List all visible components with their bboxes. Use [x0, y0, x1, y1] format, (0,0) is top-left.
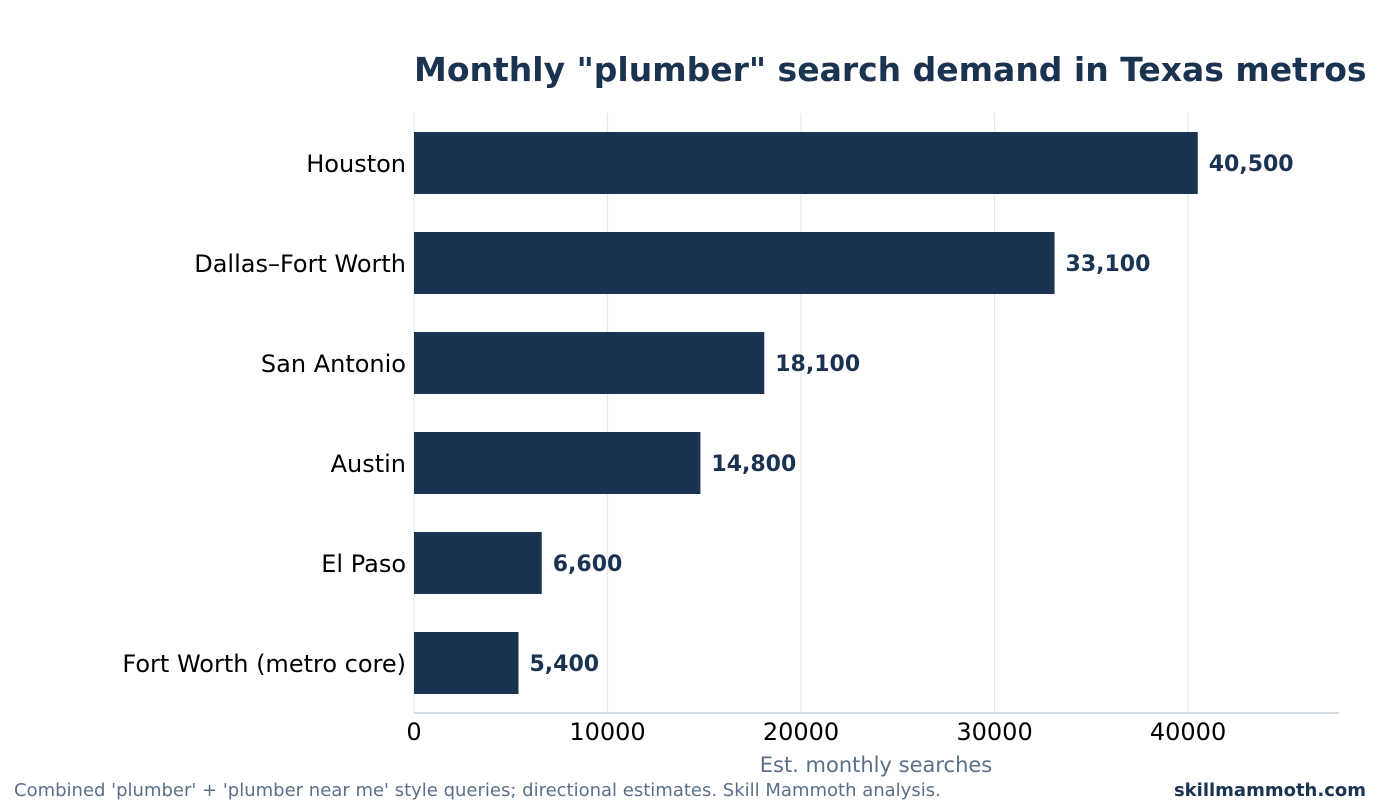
- category-label: Austin: [331, 450, 406, 478]
- bar-value-label: 18,100: [775, 352, 860, 377]
- bar-value-label: 40,500: [1209, 152, 1294, 177]
- x-tick-label: 10000: [569, 718, 645, 746]
- x-tick-label: 20000: [763, 718, 839, 746]
- bar-value-label: 5,400: [529, 652, 599, 677]
- x-tick-label: 40000: [1150, 718, 1226, 746]
- x-tick-label: 0: [406, 718, 421, 746]
- category-label: Houston: [306, 150, 406, 178]
- category-label: San Antonio: [261, 350, 406, 378]
- bar: [414, 132, 1198, 194]
- bar: [414, 632, 519, 694]
- bar-value-label: 6,600: [553, 552, 623, 577]
- brand-link[interactable]: skillmammoth.com: [1173, 780, 1366, 801]
- bar: [414, 432, 701, 494]
- category-label: El Paso: [321, 550, 406, 578]
- bar: [414, 332, 765, 394]
- category-label: Fort Worth (metro core): [122, 650, 406, 678]
- x-axis-label: Est. monthly searches: [760, 753, 993, 777]
- category-label: Dallas–Fort Worth: [194, 250, 406, 278]
- x-tick-label: 30000: [956, 718, 1032, 746]
- bar-value-label: 33,100: [1066, 252, 1151, 277]
- bar-value-label: 14,800: [711, 452, 796, 477]
- footnote: Combined 'plumber' + 'plumber near me' s…: [14, 780, 941, 801]
- chart-title: Monthly "plumber" search demand in Texas…: [414, 50, 1367, 89]
- bar: [414, 532, 542, 594]
- bar: [414, 232, 1055, 294]
